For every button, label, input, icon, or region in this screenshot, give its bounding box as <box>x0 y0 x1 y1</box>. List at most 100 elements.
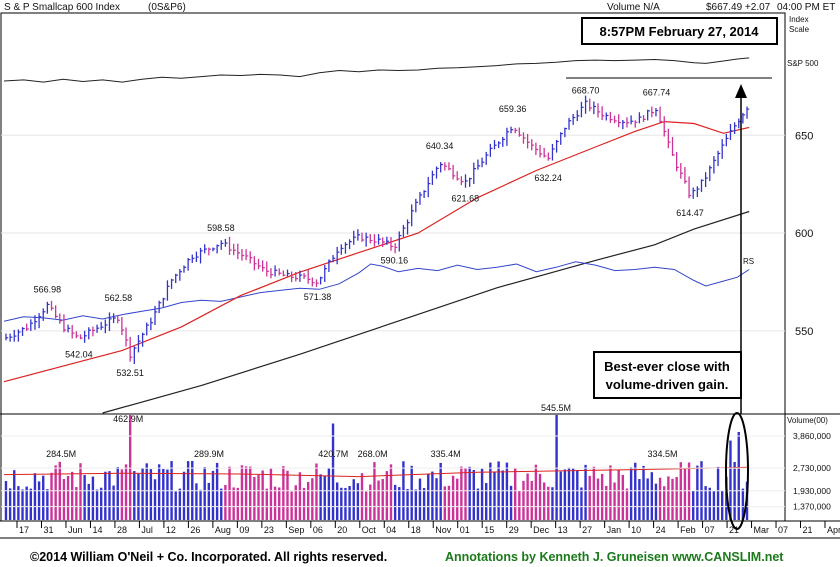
volume-bar <box>278 487 281 520</box>
date-tick-label: 28 <box>117 525 127 535</box>
volume-bar <box>476 488 480 520</box>
volume-bar <box>71 471 74 520</box>
volume-bar <box>410 465 413 520</box>
rs-group <box>3 261 750 322</box>
volume-bar <box>513 468 517 520</box>
sp500-group <box>3 57 750 83</box>
date-tick-label: Dec <box>533 525 550 535</box>
volume-bar <box>398 487 401 520</box>
volume-bar <box>621 474 625 520</box>
volume-bar <box>282 466 285 520</box>
date-tick-label: 17 <box>19 525 29 535</box>
date-tick-label: 21 <box>729 525 739 535</box>
annotation-arrow-head <box>735 84 747 98</box>
volume-bar <box>95 489 99 520</box>
volume-bar <box>220 488 223 520</box>
volume-bar <box>501 470 504 520</box>
rs-line <box>3 261 750 322</box>
ma200-line <box>102 210 750 414</box>
price-label: 667.74 <box>643 88 671 98</box>
volume-bar <box>654 483 658 520</box>
date-tick-label: Jan <box>607 525 622 535</box>
price-tick-label: 550 <box>795 326 813 338</box>
volume-bar <box>17 486 20 520</box>
volume-bar <box>340 487 343 520</box>
ma50-group <box>3 120 750 383</box>
volume-bar <box>54 465 57 520</box>
volume-bar <box>509 485 513 520</box>
volume-average <box>3 466 750 478</box>
volume-bar <box>567 467 571 520</box>
volume-label: 462.9M <box>113 414 143 424</box>
volume-tick-label: 1,930,000 <box>793 486 831 496</box>
volume-bar <box>50 472 53 520</box>
price-grid <box>1 134 785 332</box>
price-label: 598.58 <box>207 223 235 233</box>
volume-label: 284.5M <box>46 449 76 459</box>
volume-bar <box>153 479 157 520</box>
volume-bar <box>182 471 186 520</box>
date-tick-label: 04 <box>386 525 396 535</box>
volume-bar <box>489 462 492 520</box>
volume-bar <box>249 466 252 520</box>
volume-bar <box>609 465 612 520</box>
volume-average-line <box>3 466 750 478</box>
price-label: 562.58 <box>105 293 133 303</box>
volume-bar <box>381 479 384 520</box>
annotation-line-1: Best-ever close with <box>604 359 730 374</box>
date-tick-label: Oct <box>362 525 377 535</box>
volume-bar <box>83 475 86 520</box>
price-axis: 650 600 550 <box>795 130 813 338</box>
volume-bar <box>141 468 144 520</box>
price-label: 668.70 <box>572 86 600 96</box>
volume-bar <box>261 470 264 520</box>
volume-tick-label: 2,730,000 <box>793 463 831 473</box>
sp500-line <box>3 57 750 83</box>
volume-bar <box>663 486 666 520</box>
date-tick-label: Apr <box>827 525 840 535</box>
annotation-box <box>593 351 742 399</box>
price-label: 590.16 <box>381 255 409 265</box>
volume-bar <box>244 466 248 520</box>
volume-bar <box>431 471 434 520</box>
volume-bar <box>646 478 649 520</box>
volume-label: 335.4M <box>431 449 461 459</box>
volume-bar <box>692 490 695 520</box>
volume-bar <box>617 469 620 520</box>
volume-bar <box>729 440 732 520</box>
scale-label-scale: Scale <box>789 25 810 34</box>
volume-bar <box>563 469 567 520</box>
volume-bar <box>418 478 422 520</box>
volume-bar <box>493 471 496 520</box>
date-box <box>581 17 778 45</box>
volume-bar <box>530 481 533 520</box>
volume-bar <box>75 487 78 520</box>
ma50-line <box>3 120 750 383</box>
date-tick-label: 10 <box>631 525 641 535</box>
volume-bar <box>369 484 372 520</box>
quote-time: 04:00 PM ET <box>777 2 835 13</box>
date-tick-label: Jul <box>141 525 153 535</box>
volume-bar <box>596 478 600 520</box>
volume-bar <box>460 466 463 520</box>
volume-bar <box>468 466 471 520</box>
volume-bar <box>592 466 596 520</box>
price-label: 640.34 <box>426 141 454 151</box>
volume-bar <box>344 487 347 520</box>
volume-label: 545.5M <box>541 403 571 413</box>
date-tick-label: Feb <box>680 525 696 535</box>
date-tick-label: 01 <box>460 525 470 535</box>
volume-bar <box>576 470 579 520</box>
volume-bar <box>120 469 124 520</box>
volume-bar <box>671 478 674 520</box>
volume-bar <box>37 481 41 520</box>
volume-bar <box>356 483 360 520</box>
volume-bar <box>427 473 430 520</box>
volume-bar <box>696 465 699 520</box>
volume-bar <box>29 488 33 520</box>
volume-bar <box>99 487 103 520</box>
volume-bar <box>269 468 273 520</box>
volume-bar <box>207 482 211 520</box>
symbol: (0S&P6) <box>148 2 186 13</box>
volume-bar <box>547 486 550 520</box>
